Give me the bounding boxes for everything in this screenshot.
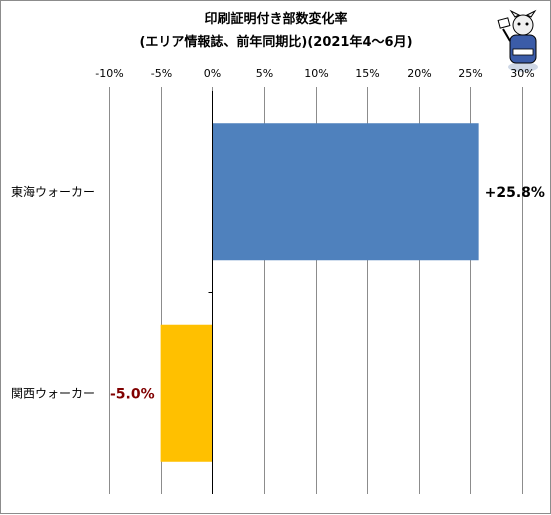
- chart-title: 印刷証明付き部数変化率: [204, 11, 347, 27]
- chart-subtitle: (エリア情報誌、前年同期比)(2021年4〜6月): [139, 34, 412, 50]
- x-tick-label: 30%: [510, 67, 534, 80]
- category-label: 関西ウォーカー: [11, 386, 95, 400]
- x-tick-label: 10%: [304, 67, 328, 80]
- category-label: 東海ウォーカー: [11, 184, 95, 199]
- x-tick-label: -5%: [151, 67, 172, 80]
- bar: [160, 324, 213, 462]
- x-axis-ticks: -10% -5% 0% 5% 10% 15% 20% 25% 30%: [95, 67, 535, 91]
- x-tick-label: -10%: [95, 67, 123, 80]
- mascot-icon: [497, 9, 538, 72]
- data-label: -5.0%: [110, 386, 155, 402]
- data-label: +25.8%: [485, 185, 545, 201]
- bars: [160, 123, 479, 462]
- x-tick-label: 25%: [458, 67, 482, 80]
- bar: [212, 123, 479, 261]
- x-tick-label: 20%: [407, 67, 431, 80]
- zero-axis: [208, 91, 213, 494]
- x-tick-label: 5%: [256, 67, 273, 80]
- data-labels: +25.8% -5.0%: [110, 185, 545, 403]
- x-tick-label: 15%: [355, 67, 379, 80]
- x-tick-label: 0%: [204, 67, 221, 80]
